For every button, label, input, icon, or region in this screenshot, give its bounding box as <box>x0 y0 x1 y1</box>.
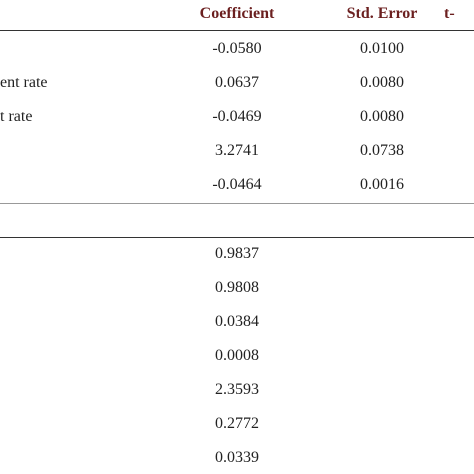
cell: -0.0464 <box>212 176 262 193</box>
rule <box>0 203 474 204</box>
cell: 0.0100 <box>360 40 404 57</box>
rule <box>0 237 474 238</box>
cell: 0.2772 <box>215 415 259 432</box>
cell: -0.0469 <box>212 108 262 125</box>
cell: 0.0339 <box>215 449 259 466</box>
cell: 3.2741 <box>215 142 259 159</box>
column-header: Std. Error <box>346 5 418 22</box>
cell: 0.0008 <box>215 347 259 364</box>
rule <box>0 30 474 31</box>
column-header: Coefficient <box>199 5 275 22</box>
cell: -0.0580 <box>212 40 262 57</box>
cell: 0.0384 <box>215 313 259 330</box>
row-label: ent rate <box>0 74 48 91</box>
cell: 0.9837 <box>215 245 259 262</box>
column-header: t- <box>444 5 455 22</box>
cell: 0.0080 <box>360 74 404 91</box>
cell: 0.0016 <box>360 176 404 193</box>
cell: 0.9808 <box>215 279 259 296</box>
cell: 0.0637 <box>215 74 259 91</box>
cell: 0.0080 <box>360 108 404 125</box>
cell: 0.0738 <box>360 142 404 159</box>
cell: 2.3593 <box>215 381 259 398</box>
row-label: t rate <box>0 108 33 125</box>
